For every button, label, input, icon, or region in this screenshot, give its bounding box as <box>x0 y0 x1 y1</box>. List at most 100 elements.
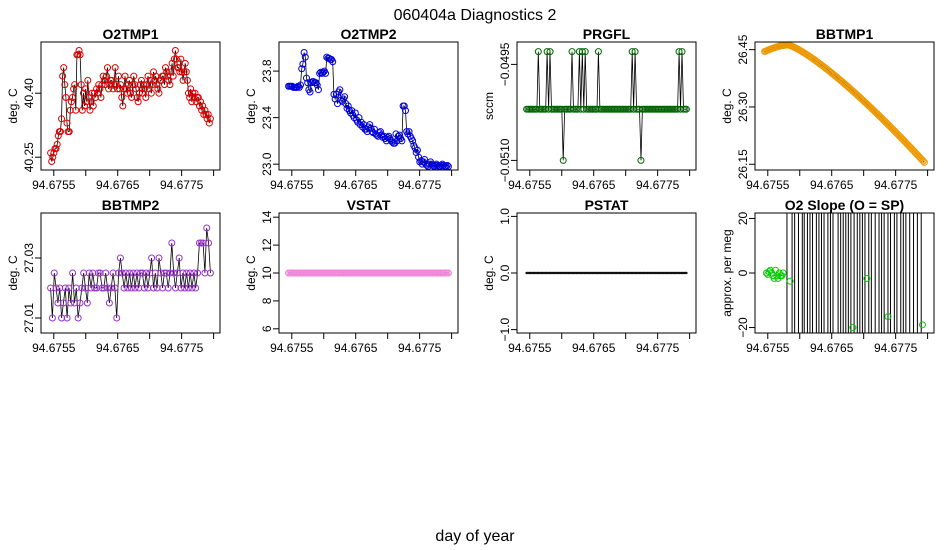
data-point <box>85 93 93 101</box>
data-point <box>415 153 423 161</box>
data-point <box>166 81 174 89</box>
data-point <box>49 153 57 161</box>
data-point <box>96 85 104 93</box>
data-point <box>682 105 690 113</box>
data-point <box>121 72 129 80</box>
data-point <box>124 81 132 89</box>
data-point <box>71 81 79 89</box>
data-point <box>86 106 94 114</box>
data-point <box>155 254 163 262</box>
data-point <box>318 69 326 77</box>
data-point <box>104 64 112 72</box>
data-point <box>129 269 137 277</box>
data-point <box>112 81 120 89</box>
data-point <box>78 284 86 292</box>
panel-title: BBTMP2 <box>102 197 160 213</box>
data-point <box>94 269 102 277</box>
y-tick-label: 27.01 <box>22 303 36 333</box>
data-point <box>685 271 688 275</box>
data-point <box>63 314 71 322</box>
x-tick-label: 94.6755 <box>508 178 552 192</box>
data-point <box>919 157 927 165</box>
data-point <box>164 72 172 80</box>
y-tick-label: 26.45 <box>736 34 750 64</box>
data-point <box>154 85 162 93</box>
panel-1: O2TMP2 94.6755 94.6765 94.6775 23.0 23.4 23.8d… <box>244 26 459 192</box>
data-point <box>204 111 212 119</box>
data-point <box>348 107 356 115</box>
data-point <box>131 284 139 292</box>
data-point <box>166 269 174 277</box>
data-point <box>142 93 150 101</box>
data-point <box>317 68 325 76</box>
x-tick-label: 94.6765 <box>96 178 140 192</box>
data-point <box>187 85 195 93</box>
data-point <box>396 131 404 139</box>
y-axis-label: deg. C <box>6 88 20 124</box>
data-point <box>306 88 314 96</box>
data-point <box>117 81 125 89</box>
data-point <box>113 85 121 93</box>
data-point <box>160 81 168 89</box>
data-point <box>203 115 211 123</box>
data-point <box>169 72 177 80</box>
data-point <box>675 48 683 56</box>
data-point <box>205 119 213 127</box>
y-tick-label: 23.4 <box>260 106 274 130</box>
panel-data <box>285 48 452 170</box>
data-point <box>113 314 121 322</box>
data-point <box>373 131 381 139</box>
data-point <box>50 269 58 277</box>
data-point <box>168 59 176 67</box>
y-tick-label: −20 <box>736 317 750 338</box>
panel-0: O2TMP1 94.6755 94.6765 94.6775 40.25 40.40deg… <box>6 26 221 192</box>
panel-data <box>285 269 452 277</box>
x-tick-label: 94.6775 <box>398 341 442 355</box>
data-point <box>54 132 62 140</box>
data-point <box>628 48 636 56</box>
data-point <box>191 89 199 97</box>
data-point <box>411 144 419 152</box>
data-point <box>66 106 74 114</box>
data-point <box>162 269 170 277</box>
data-point <box>133 93 141 101</box>
x-tick-label: 94.6775 <box>874 178 918 192</box>
data-point <box>314 86 322 94</box>
data-point <box>178 68 186 76</box>
data-point <box>67 98 75 106</box>
data-point <box>376 128 384 136</box>
data-point <box>186 269 194 277</box>
data-point <box>127 89 134 97</box>
data-point <box>370 125 378 133</box>
data-point <box>568 48 576 56</box>
panel-data <box>47 224 214 322</box>
x-tick-label: 94.6765 <box>810 341 854 355</box>
data-point <box>82 85 90 93</box>
y-tick-label: 8 <box>260 297 274 304</box>
data-point <box>72 106 80 114</box>
data-point <box>97 93 105 101</box>
data-point <box>198 106 206 114</box>
data-point <box>444 269 452 277</box>
data-point <box>125 76 133 84</box>
x-tick-label: 94.6775 <box>398 178 442 192</box>
x-tick-label: 94.6765 <box>334 178 378 192</box>
data-point <box>124 284 132 292</box>
data-point <box>88 89 96 97</box>
data-point <box>177 55 185 63</box>
data-point <box>180 68 188 76</box>
data-point <box>100 76 108 84</box>
data-point <box>75 47 83 55</box>
data-point <box>195 239 203 247</box>
data-point <box>104 284 112 292</box>
figure-title: 060404a Diagnostics 2 <box>394 7 557 24</box>
panel-5: VSTAT 94.6755 94.6765 94.6775 6 8 10 12 14 deg. C <box>244 197 459 355</box>
data-point <box>185 89 193 97</box>
data-point <box>76 299 84 307</box>
y-tick-label: 10 <box>260 266 274 280</box>
x-tick-label: 94.6775 <box>160 178 204 192</box>
y-tick-label: 0.0 <box>498 264 512 281</box>
data-point <box>136 81 144 89</box>
x-tick-label: 94.6765 <box>96 341 140 355</box>
plot-frame <box>754 41 935 171</box>
